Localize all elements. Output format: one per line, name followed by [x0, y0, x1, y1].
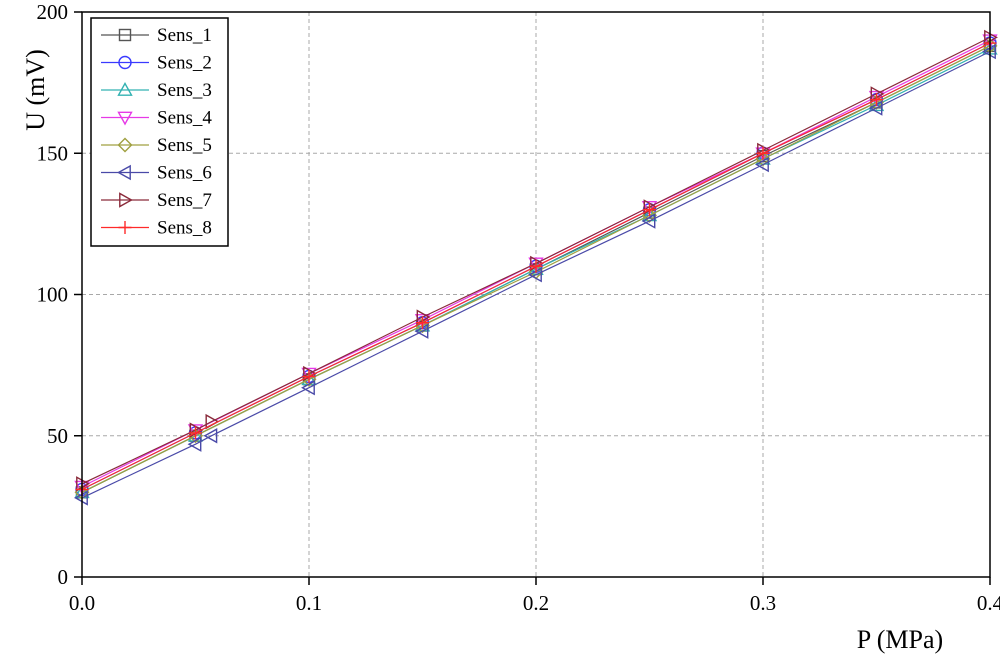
legend-marker [117, 111, 133, 126]
x-tick-label: 0.3 [750, 591, 776, 615]
legend-label: Sens_6 [157, 163, 212, 184]
x-tick-label: 0.2 [523, 591, 549, 615]
data-point [641, 213, 656, 229]
grid [82, 12, 990, 577]
y-axis-title: U (mV) [21, 49, 50, 131]
y-tick-label: 200 [37, 0, 69, 24]
legend-marker [117, 164, 131, 181]
legend-label: Sens_8 [157, 218, 212, 239]
legend-label: Sens_2 [157, 53, 212, 74]
data-point [302, 369, 316, 383]
legend-marker [117, 137, 133, 153]
data-point [643, 203, 656, 217]
y-tick-label: 150 [37, 141, 69, 165]
legend-label: Sens_5 [157, 135, 212, 156]
data-point [203, 428, 218, 444]
legend-item: Sens_4 [101, 108, 212, 129]
data-point [301, 380, 315, 396]
x-tick-label: 0.1 [296, 591, 322, 615]
legend-marker [118, 55, 132, 70]
legend-item: Sens_8 [101, 218, 212, 239]
data-point [755, 156, 769, 173]
series-layer [74, 29, 998, 506]
legend-item: Sens_5 [101, 135, 212, 156]
legend-item: Sens_3 [101, 80, 212, 101]
data-point [529, 259, 543, 273]
x-tick-label: 0.0 [69, 591, 95, 615]
legend-box [90, 17, 229, 247]
axis-ticks: 0.0 0.1 0.2 0.3 0.4 0 50 100 150 200 [37, 0, 1000, 615]
data-point [756, 146, 770, 160]
legend-item: Sens_6 [101, 163, 212, 184]
x-tick-label: 0.4 [977, 591, 1000, 615]
legend-label: Sens_7 [157, 190, 212, 211]
legend-marker [119, 192, 133, 208]
y-tick-label: 0 [58, 565, 69, 589]
y-tick-label: 100 [37, 283, 69, 307]
y-tick-label: 50 [47, 424, 68, 448]
legend-item: Sens_1 [101, 25, 212, 46]
legend-item: Sens_7 [101, 190, 212, 211]
x-axis-title: P (MPa) [857, 625, 943, 654]
data-point [870, 93, 883, 107]
legend-marker [118, 28, 132, 42]
legend-marker [117, 82, 133, 96]
legend-item: Sens_2 [101, 53, 212, 74]
legend-label: Sens_3 [157, 80, 212, 101]
data-point [189, 426, 202, 440]
legend: Sens_1 Sens_2 Sens_3 Sens_4 Sens_5 Sens_6 Sens… [90, 17, 229, 247]
data-point [416, 316, 429, 330]
legend-label: Sens_1 [157, 25, 212, 46]
data-point [187, 436, 202, 452]
series-line [81, 36, 991, 485]
legend-marker [118, 221, 132, 234]
series-line [81, 50, 991, 499]
legend-label: Sens_4 [157, 108, 212, 129]
